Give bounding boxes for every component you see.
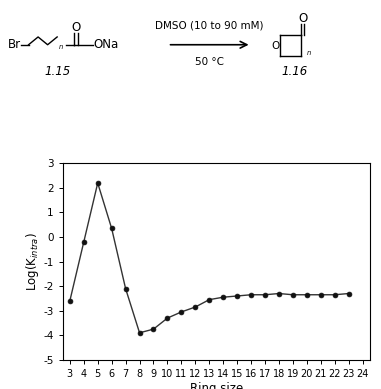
Text: 50 °C: 50 °C [195, 57, 224, 67]
Text: $_{n}$: $_{n}$ [58, 42, 64, 53]
Text: 1.15: 1.15 [44, 65, 70, 79]
Text: O: O [271, 41, 279, 51]
Y-axis label: Log(K$_{intra}$): Log(K$_{intra}$) [24, 232, 41, 291]
Text: DMSO (10 to 90 mM): DMSO (10 to 90 mM) [155, 20, 264, 30]
X-axis label: Ring size: Ring size [190, 382, 243, 389]
Text: ONa: ONa [93, 38, 118, 51]
Text: 1.16: 1.16 [281, 65, 307, 79]
Text: O: O [298, 12, 307, 25]
Text: O: O [72, 21, 81, 34]
Text: Br: Br [8, 38, 21, 51]
Text: $_{n}$: $_{n}$ [306, 47, 312, 58]
